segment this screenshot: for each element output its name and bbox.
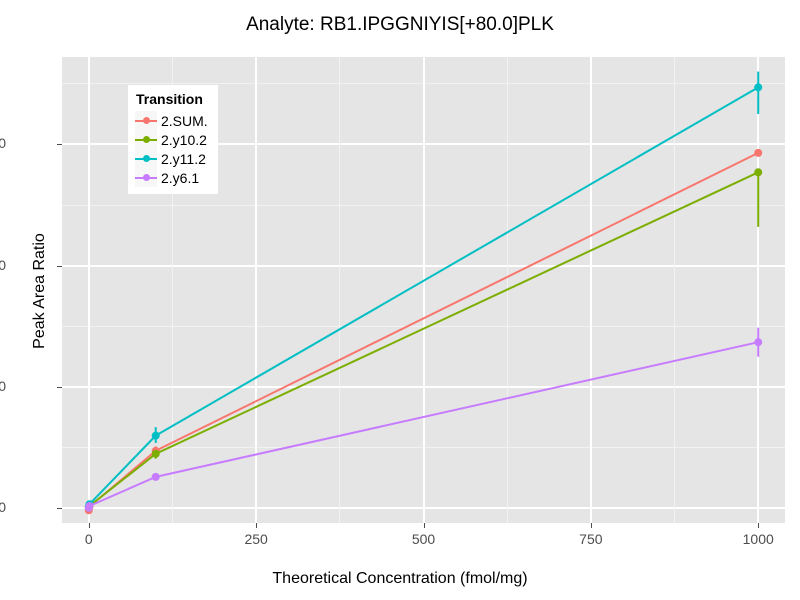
y-tick-mark	[57, 144, 62, 146]
legend-item-label: 2.y11.2	[161, 150, 206, 167]
legend-item-label: 2.y6.1	[161, 169, 200, 186]
legend-key-icon	[135, 111, 157, 130]
x-tick-label: 250	[244, 531, 268, 547]
legend-item-label: 2.y10.2	[161, 131, 207, 148]
data-point	[754, 148, 763, 157]
y-axis-label: Peak Area Ratio	[31, 233, 48, 349]
data-point	[754, 83, 763, 92]
legend-key-icon	[135, 130, 157, 149]
legend-key-icon	[135, 168, 157, 187]
legend-key-icon	[135, 149, 157, 168]
y-tick-mark	[57, 508, 62, 510]
y-tick-label: 100	[0, 378, 6, 395]
gridline-minor-vertical	[339, 57, 341, 523]
legend-item-label: 2.SUM.	[161, 112, 208, 129]
gridline-major-vertical	[757, 57, 760, 523]
legend-items: 2.SUM. 2.y10.2 2.y11.2 2.y6.1	[135, 111, 208, 187]
series-line	[87, 171, 760, 509]
x-tick-label: 1000	[742, 531, 774, 547]
data-point	[151, 472, 160, 481]
legend-item[interactable]: 2.y11.2	[135, 149, 208, 168]
data-point	[151, 431, 160, 440]
x-tick-label: 750	[579, 531, 603, 547]
legend-title: Transition	[136, 91, 203, 107]
legend-item[interactable]: 2.SUM.	[135, 111, 208, 130]
x-tick-label: 500	[411, 531, 436, 547]
x-tick-label: 0	[84, 531, 93, 547]
series-2-y6-1	[84, 327, 763, 512]
data-point	[85, 502, 94, 511]
x-tick-mark	[423, 523, 425, 528]
series-2-y10-2	[84, 168, 763, 512]
x-tick-mark	[88, 523, 90, 528]
x-tick-mark	[590, 523, 592, 528]
series-2-sum-	[84, 148, 763, 515]
y-tick-label: 200	[0, 256, 6, 273]
y-tick-label: 0	[0, 499, 6, 516]
gridline-major-vertical	[589, 57, 592, 523]
gridline-major-vertical	[87, 57, 90, 523]
chart-title: Analyte: RB1.IPGGNIYIS[+80.0]PLK	[246, 14, 554, 35]
legend-item[interactable]: 2.y6.1	[135, 168, 208, 187]
data-point	[754, 338, 763, 347]
y-tick-label: 300	[0, 135, 6, 152]
legend-item[interactable]: 2.y10.2	[135, 130, 208, 149]
data-series-layer	[84, 71, 763, 515]
series-line	[87, 341, 760, 509]
legend: Transition 2.SUM. 2.y10.2 2.y11.2 2.y6.1	[128, 85, 218, 194]
x-tick-mark	[256, 523, 258, 528]
y-tick-mark	[57, 387, 62, 389]
gridline-major-vertical	[255, 57, 258, 523]
series-line	[87, 151, 760, 512]
gridline-major-vertical	[422, 57, 425, 523]
data-point	[754, 168, 763, 177]
x-axis-label: Theoretical Concentration (fmol/mg)	[272, 570, 528, 587]
gridline-minor-vertical	[674, 57, 676, 523]
data-point	[151, 449, 160, 458]
y-tick-mark	[57, 265, 62, 267]
gridline-minor-vertical	[171, 57, 173, 523]
x-tick-mark	[758, 523, 760, 528]
